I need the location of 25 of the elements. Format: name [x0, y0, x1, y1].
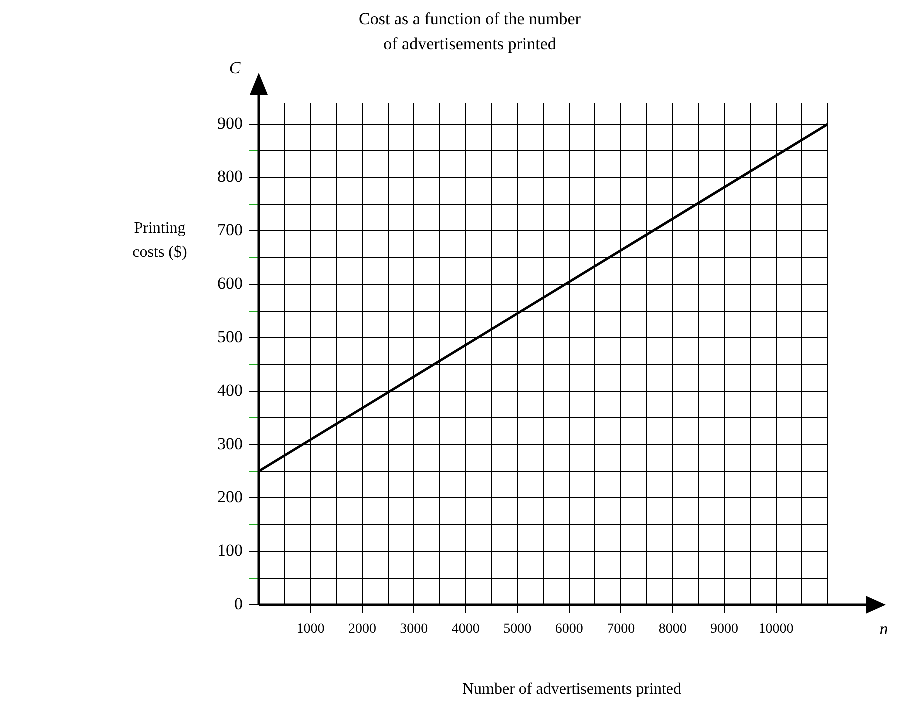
y-tick-label: 900: [218, 114, 243, 133]
x-axis-title: Number of advertisements printed: [462, 681, 682, 698]
x-tick-label: 10000: [758, 622, 794, 638]
x-tick-label: 7000: [607, 622, 636, 638]
y-axis-title: Printing costs ($): [132, 220, 188, 262]
text: C: [229, 58, 242, 78]
x-tick-label: 3000: [400, 622, 428, 638]
chart-title: Cost as a function of the number of advertisements printed: [359, 9, 582, 54]
text: n: [880, 619, 888, 638]
x-tick-label: 4000: [452, 622, 480, 638]
x-tick-label: 2000: [348, 622, 376, 638]
x-tick-label: 1000: [296, 622, 325, 638]
x-tick-label: 6000: [555, 622, 584, 638]
y-tick-label: 600: [218, 274, 243, 294]
x-tick-label: 5000: [504, 622, 532, 638]
y-tick-label: 200: [218, 488, 243, 507]
y-tick-label: 0: [234, 594, 243, 614]
y-tick-label: 800: [218, 167, 243, 186]
y-tick-label: 400: [218, 380, 243, 400]
y-tick-label: 500: [218, 327, 243, 346]
y-tick-label: 700: [218, 220, 243, 240]
x-tick-label: 8000: [658, 622, 687, 638]
y-tick-label: 100: [218, 541, 243, 560]
x-tick-label: 9000: [710, 622, 739, 638]
y-tick-label: 300: [218, 434, 243, 454]
